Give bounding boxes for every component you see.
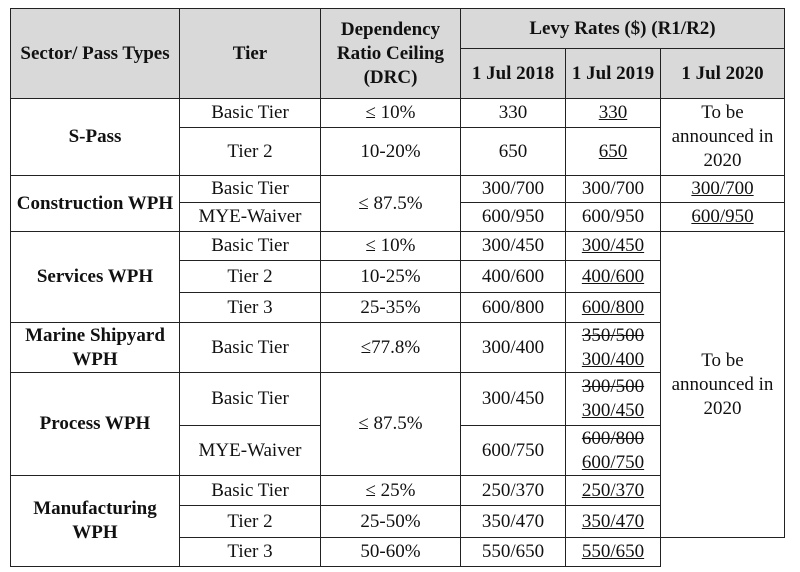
rate-2020: 600/950 bbox=[659, 202, 786, 232]
drc: ≤ 25% bbox=[320, 475, 461, 506]
header-levy: Levy Rates ($) (R1/R2) bbox=[459, 8, 786, 49]
rate-2020-tba: To be announced in 2020 bbox=[659, 98, 786, 176]
rate-2019-old: 600/800 bbox=[581, 427, 645, 449]
rate-2018: 350/470 bbox=[460, 505, 566, 538]
drc: ≤77.8% bbox=[320, 322, 461, 373]
rate-2019: 330 bbox=[565, 98, 661, 128]
drc: ≤ 87.5% bbox=[320, 372, 461, 476]
drc: 25-50% bbox=[320, 505, 461, 538]
rate-2019-value: 400/600 bbox=[581, 265, 645, 287]
rate-2019-value: 550/650 bbox=[581, 541, 645, 562]
sector-construction: Construction WPH bbox=[10, 175, 180, 232]
rate-2019: 400/600 bbox=[565, 260, 661, 293]
sector-marine: Marine Shipyard WPH bbox=[10, 322, 180, 373]
tier: MYE-Waiver bbox=[179, 202, 321, 232]
drc: 50-60% bbox=[320, 537, 461, 567]
rate-2019-old: 350/500 bbox=[581, 324, 645, 346]
rate-2018: 650 bbox=[460, 127, 566, 176]
rate-2019: 350/500 300/400 bbox=[565, 322, 661, 373]
rate-2018: 400/600 bbox=[460, 260, 566, 293]
rate-2019-value: 650 bbox=[598, 140, 628, 162]
rate-2019-value: 300/450 bbox=[581, 235, 645, 256]
drc: 10-20% bbox=[320, 127, 461, 176]
sector-spass: S-Pass bbox=[10, 98, 180, 176]
drc: 25-35% bbox=[320, 292, 461, 323]
rate-2018: 300/700 bbox=[460, 175, 566, 203]
tier: Basic Tier bbox=[179, 322, 321, 373]
header-2020: 1 Jul 2020 bbox=[659, 48, 786, 99]
rate-2019: 300/700 bbox=[565, 175, 661, 203]
sector-process: Process WPH bbox=[10, 372, 180, 476]
rate-2019: 300/500 300/450 bbox=[565, 372, 661, 426]
tier: Tier 3 bbox=[179, 292, 321, 323]
rate-2019-value: 250/370 bbox=[581, 479, 645, 501]
rate-2018: 600/750 bbox=[460, 425, 566, 476]
sector-services: Services WPH bbox=[10, 231, 180, 323]
rate-2019: 600/800 600/750 bbox=[565, 425, 661, 476]
tier: Basic Tier bbox=[179, 231, 321, 261]
rate-2019-value: 600/750 bbox=[581, 451, 645, 473]
tier: MYE-Waiver bbox=[179, 425, 321, 476]
tier: Basic Tier bbox=[179, 372, 321, 426]
rate-2019-value: 300/450 bbox=[581, 400, 645, 421]
rate-2020-tba: To be announced in 2020 bbox=[659, 231, 786, 538]
tier: Tier 2 bbox=[179, 505, 321, 538]
rate-2019-value: 350/470 bbox=[581, 510, 645, 532]
rate-2018: 300/450 bbox=[460, 231, 566, 261]
rate-2019: 300/450 bbox=[565, 231, 661, 261]
drc: ≤ 10% bbox=[320, 98, 461, 128]
tier: Basic Tier bbox=[179, 475, 321, 506]
rate-2019-value: 300/400 bbox=[581, 348, 645, 370]
rate-2020-value: 600/950 bbox=[691, 206, 754, 227]
rate-2019: 350/470 bbox=[565, 505, 661, 538]
rate-2018: 600/800 bbox=[460, 292, 566, 323]
rate-2019: 650 bbox=[565, 127, 661, 176]
levy-rates-table: Sector/ Pass Types Tier Dependency Ratio… bbox=[10, 8, 786, 567]
rate-2019: 250/370 bbox=[565, 475, 661, 506]
tier: Basic Tier bbox=[179, 98, 321, 128]
drc: ≤ 87.5% bbox=[320, 175, 461, 232]
rate-2019: 600/950 bbox=[565, 202, 661, 232]
rate-2020: 300/700 bbox=[659, 175, 786, 203]
rate-2018: 330 bbox=[460, 98, 566, 128]
tier: Tier 2 bbox=[179, 127, 321, 176]
rate-2019-value: 600/800 bbox=[581, 296, 645, 318]
header-drc: Dependency Ratio Ceiling (DRC) bbox=[320, 8, 461, 99]
rate-2018: 300/400 bbox=[460, 322, 566, 373]
rate-2019-old: 300/500 bbox=[581, 376, 645, 397]
rate-2018: 600/950 bbox=[460, 202, 566, 232]
sector-manufacturing: Manufacturing WPH bbox=[10, 475, 180, 567]
drc: 10-25% bbox=[320, 260, 461, 293]
tier: Basic Tier bbox=[179, 175, 321, 203]
rate-2019-value: 330 bbox=[598, 102, 628, 123]
rate-2018: 250/370 bbox=[460, 475, 566, 506]
header-2019: 1 Jul 2019 bbox=[565, 48, 661, 99]
tier: Tier 2 bbox=[179, 260, 321, 293]
rate-2018: 300/450 bbox=[460, 372, 566, 426]
rate-2018: 550/650 bbox=[460, 537, 566, 567]
rate-2019: 550/650 bbox=[565, 537, 661, 567]
rate-2019: 600/800 bbox=[565, 292, 661, 323]
rate-2020-value: 300/700 bbox=[691, 178, 754, 199]
drc: ≤ 10% bbox=[320, 231, 461, 261]
header-2018: 1 Jul 2018 bbox=[460, 48, 566, 99]
tier: Tier 3 bbox=[179, 537, 321, 567]
header-tier: Tier bbox=[179, 8, 321, 99]
header-sector: Sector/ Pass Types bbox=[10, 8, 180, 99]
